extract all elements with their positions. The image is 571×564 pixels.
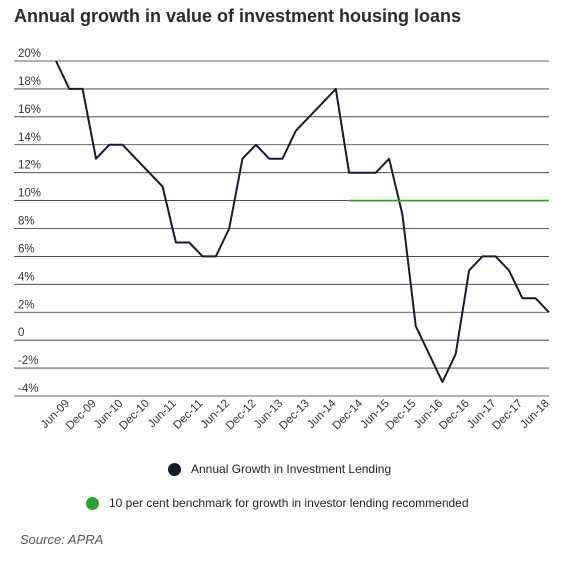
y-tick-label: 16% (18, 104, 41, 116)
y-axis-ticks: 20% 18% 16% 14% 12% 10% 8% 6% 4% 2% 0 -2% -4% (18, 48, 41, 395)
series-line-growth (55, 60, 550, 383)
x-tick-label: Jun-18 (518, 398, 551, 431)
y-tick-label: 20% (18, 48, 41, 60)
x-tick-label: Dec-09 (64, 398, 99, 433)
line-chart: 20% 18% 16% 14% 12% 10% 8% 6% 4% 2% 0 -2% -4% Jun-09… (14, 48, 552, 432)
x-tick-label: Dec-17 (490, 398, 525, 433)
x-tick-label: Dec-11 (171, 398, 205, 432)
y-tick-label: 8% (18, 216, 35, 228)
y-tick-label: 10% (18, 188, 41, 200)
y-tick-label: 4% (18, 271, 35, 283)
x-tick-label: Dec-13 (277, 398, 312, 433)
legend-item-benchmark: 10 per cent benchmark for growth in inve… (86, 496, 469, 510)
chart-title: Annual growth in value of investment hou… (14, 6, 462, 26)
legend-item-growth: Annual Growth in Investment Lending (168, 462, 391, 476)
x-tick-label: Dec-10 (117, 398, 152, 433)
y-tick-label: 6% (18, 243, 35, 255)
x-axis-ticks: Jun-09Dec-09Jun-10Dec-10Jun-11Dec-11Jun-… (39, 397, 552, 432)
grid-lines (14, 60, 549, 397)
series-lines (55, 60, 550, 383)
y-tick-label: 2% (18, 299, 35, 311)
legend-label-benchmark: 10 per cent benchmark for growth in inve… (109, 496, 469, 510)
x-tick-label: Dec-12 (224, 398, 259, 433)
y-tick-label: -4% (18, 383, 38, 395)
x-tick-label: Dec-14 (331, 397, 366, 432)
y-tick-label: 14% (18, 132, 41, 144)
y-tick-label: 12% (18, 160, 41, 172)
y-tick-label: 0 (18, 327, 24, 339)
x-tick-label: Dec-15 (384, 398, 419, 433)
y-tick-label: 18% (18, 76, 41, 88)
legend-label-growth: Annual Growth in Investment Lending (191, 462, 392, 476)
x-tick-label: Dec-16 (437, 398, 472, 433)
y-tick-label: -2% (18, 355, 38, 367)
legend-swatch-benchmark (86, 496, 99, 510)
source-note: Source: APRA (20, 532, 104, 547)
legend-swatch-growth (168, 462, 181, 476)
